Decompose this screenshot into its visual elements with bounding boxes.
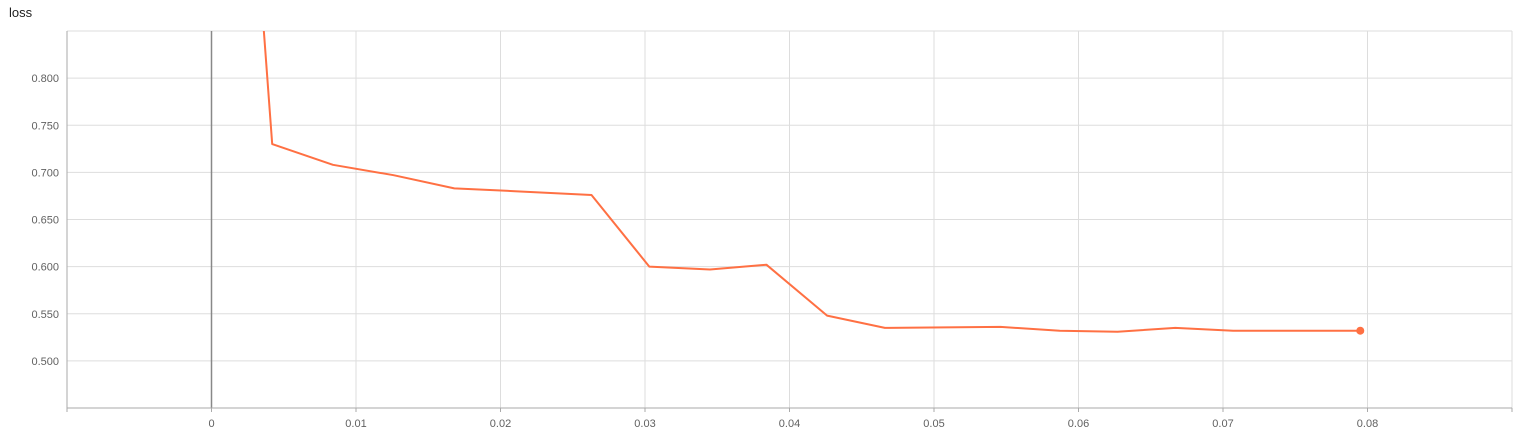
x-tick-label: 0.03 [634, 418, 655, 430]
y-tick-label: 0.600 [31, 262, 59, 274]
y-tick-label: 0.800 [31, 73, 59, 85]
x-tick-label: 0.04 [779, 418, 800, 430]
chart-title: loss [9, 5, 33, 20]
x-tick-label: 0 [208, 418, 214, 430]
x-tick-label: 0.07 [1212, 418, 1233, 430]
x-tick-label: 0.05 [923, 418, 944, 430]
y-tick-label: 0.700 [31, 167, 59, 179]
x-tick-label: 0.02 [490, 418, 511, 430]
x-tick-labels: 0 0.01 0.02 0.03 0.04 0.05 0.06 0.07 0.08 [208, 418, 1378, 430]
series-line [262, 31, 1362, 333]
y-tick-label: 0.750 [31, 120, 59, 132]
y-tick-label: 0.550 [31, 309, 59, 321]
x-tick-label: 0.08 [1357, 418, 1378, 430]
y-tick-label: 0.650 [31, 215, 59, 227]
series-end-point [1356, 326, 1365, 335]
series-group [262, 31, 1365, 335]
y-tick-labels: 0.500 0.550 0.600 0.650 0.700 0.750 0.800 [31, 73, 59, 368]
x-tick-label: 0.06 [1068, 418, 1089, 430]
grid-group [66, 30, 1513, 412]
y-tick-label: 0.500 [31, 356, 59, 368]
x-tick-label: 0.01 [345, 418, 366, 430]
